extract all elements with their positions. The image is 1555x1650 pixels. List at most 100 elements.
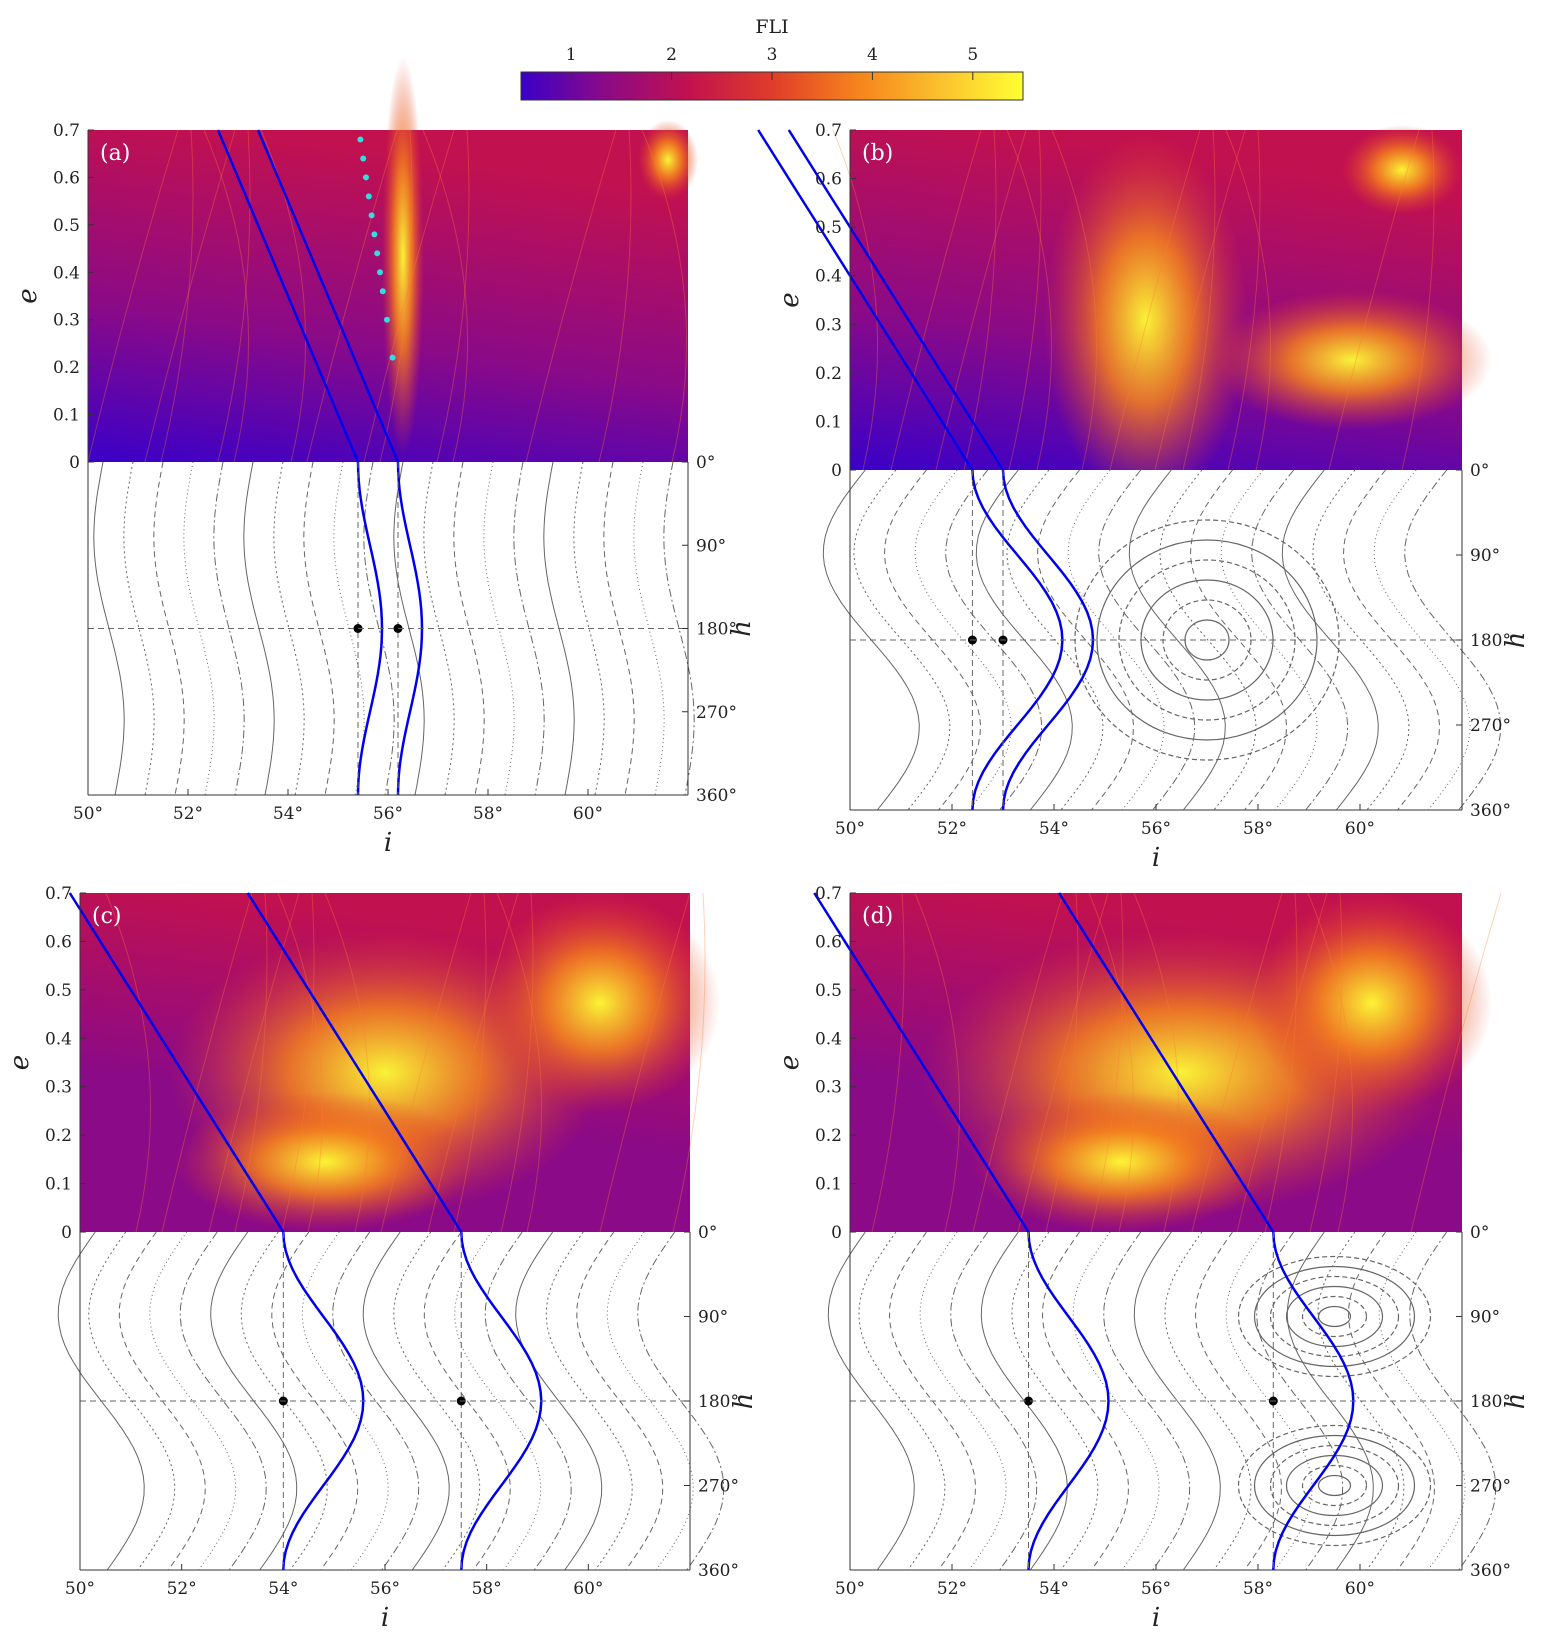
x-tick-label: 56° (370, 1579, 400, 1599)
fli-filament (525, 129, 617, 463)
chaotic-region (1342, 125, 1462, 215)
level-curve (153, 461, 185, 796)
cyan-marker (377, 269, 383, 276)
fli-filament (890, 129, 982, 471)
x-tick-label: 56° (1141, 1579, 1171, 1599)
x-tick-label: 56° (373, 804, 403, 824)
h-tick-label: 90° (696, 536, 726, 556)
y-tick-label: 0.7 (815, 121, 842, 141)
x-tick-label: 58° (473, 804, 503, 824)
critical-curve-top (1058, 892, 1275, 1233)
y-tick-label: 0.7 (45, 884, 72, 904)
y-tick-label: 0.4 (815, 1029, 842, 1049)
libration-curve (1253, 1265, 1416, 1368)
y-tick-label: 0 (69, 453, 80, 473)
y-tick-label: 0.6 (815, 932, 842, 952)
fli-filament (281, 892, 315, 1233)
x-tick-label: 60° (573, 804, 603, 824)
fli-filament (1191, 892, 1283, 1233)
h-axis-label: h (727, 620, 757, 637)
fli-filament (453, 892, 487, 1233)
level-curve (1159, 469, 1257, 811)
y-tick-label: 0.3 (815, 1078, 842, 1098)
h-tick-label: 180° (698, 1392, 739, 1412)
x-tick-label: 60° (1345, 1579, 1375, 1599)
x-tick-label: 56° (1141, 819, 1171, 839)
y-tick-label: 0.2 (815, 364, 842, 384)
x-tick-label: 54° (268, 1579, 298, 1599)
y-tick-label: 0.7 (53, 121, 80, 141)
y-tick-label: 0.6 (45, 932, 72, 952)
libration-curve (1317, 1474, 1352, 1497)
fli-filament (641, 129, 688, 463)
y-tick-label: 0.6 (53, 168, 80, 188)
y-tick-label: 0.4 (815, 267, 842, 287)
cyan-marker (374, 250, 381, 257)
colorbar-title: FLI (755, 16, 788, 38)
h-tick-label: 90° (1470, 546, 1500, 566)
cyan-marker (360, 155, 367, 162)
level-curve (1036, 469, 1135, 811)
y-tick-label: 0.1 (815, 412, 842, 432)
fli-filament (1309, 892, 1343, 1233)
critical-curve-top (68, 892, 285, 1233)
y-tick-label: 0 (61, 1223, 72, 1243)
fli-filament (1006, 129, 1053, 471)
level-curve (1098, 469, 1196, 811)
fli-filament (914, 892, 961, 1233)
fli-filament (672, 892, 706, 1233)
fli-filament (1182, 129, 1216, 471)
panel-a: (a) 0 0.1 0.2 0.3 0.4 0.5 0.6 0.7 0° 90° 180° 270° 36… (13, 56, 757, 858)
y-tick-label: 0.5 (53, 216, 80, 236)
fli-filament (832, 129, 879, 471)
cyan-marker (357, 136, 364, 143)
libration-curve (1096, 539, 1318, 741)
x-tick-label: 54° (1039, 1579, 1069, 1599)
level-curve (393, 1231, 481, 1571)
panel-label: (a) (100, 141, 130, 166)
y-tick-label: 0.3 (815, 315, 842, 335)
level-curve (423, 1231, 511, 1571)
fli-filament (363, 129, 455, 463)
cyan-marker (363, 174, 369, 181)
x-tick-label: 58° (1243, 1579, 1273, 1599)
h-tick-label: 270° (1470, 716, 1511, 736)
fli-filament (500, 892, 534, 1233)
y-tick-label: 0.4 (53, 263, 80, 283)
level-curve (1189, 469, 1288, 811)
h-tick-label: 270° (1470, 1477, 1511, 1497)
y-tick-label: 0.5 (815, 218, 842, 238)
y-tick-label: 0.2 (53, 358, 80, 378)
level-curve (1164, 1231, 1252, 1571)
level-curve (423, 461, 455, 796)
level-curve (1067, 469, 1165, 811)
panel-c: (c) 0 0.1 0.2 0.3 0.4 0.5 0.6 0.7 0° 90° 180° 270° 36… (5, 884, 759, 1633)
chaotic-region (480, 893, 720, 1113)
fli-filament (1236, 892, 1328, 1233)
level-curve (1103, 1231, 1191, 1571)
level-curve (573, 461, 605, 796)
x-tick-label: 58° (1243, 819, 1273, 839)
fli-filament (1133, 892, 1180, 1233)
fli-filament (1045, 892, 1079, 1233)
libration-curve (1301, 1464, 1368, 1507)
fli-filament (496, 892, 543, 1233)
level-curve (603, 461, 635, 796)
h-axis-label: h (729, 1393, 759, 1410)
critical-curve-bottom (1027, 1231, 1110, 1571)
fli-filament (1307, 892, 1354, 1233)
h-axis-label: h (1501, 632, 1531, 649)
y-tick-label: 0.5 (815, 981, 842, 1001)
x-tick-label: 52° (937, 1579, 967, 1599)
y-tick-label: 0.3 (45, 1078, 72, 1098)
colorbar-tick-label: 5 (967, 45, 978, 65)
x-axis-label: i (1152, 843, 1160, 873)
y-tick-label: 0.1 (815, 1175, 842, 1195)
chaotic-region (638, 120, 698, 200)
fli-filament (217, 129, 251, 463)
critical-curve-top (246, 892, 463, 1233)
panel-label: (c) (92, 904, 122, 929)
level-curve (1220, 469, 1318, 811)
level-curve (332, 1231, 420, 1571)
x-tick-label: 60° (1345, 819, 1375, 839)
